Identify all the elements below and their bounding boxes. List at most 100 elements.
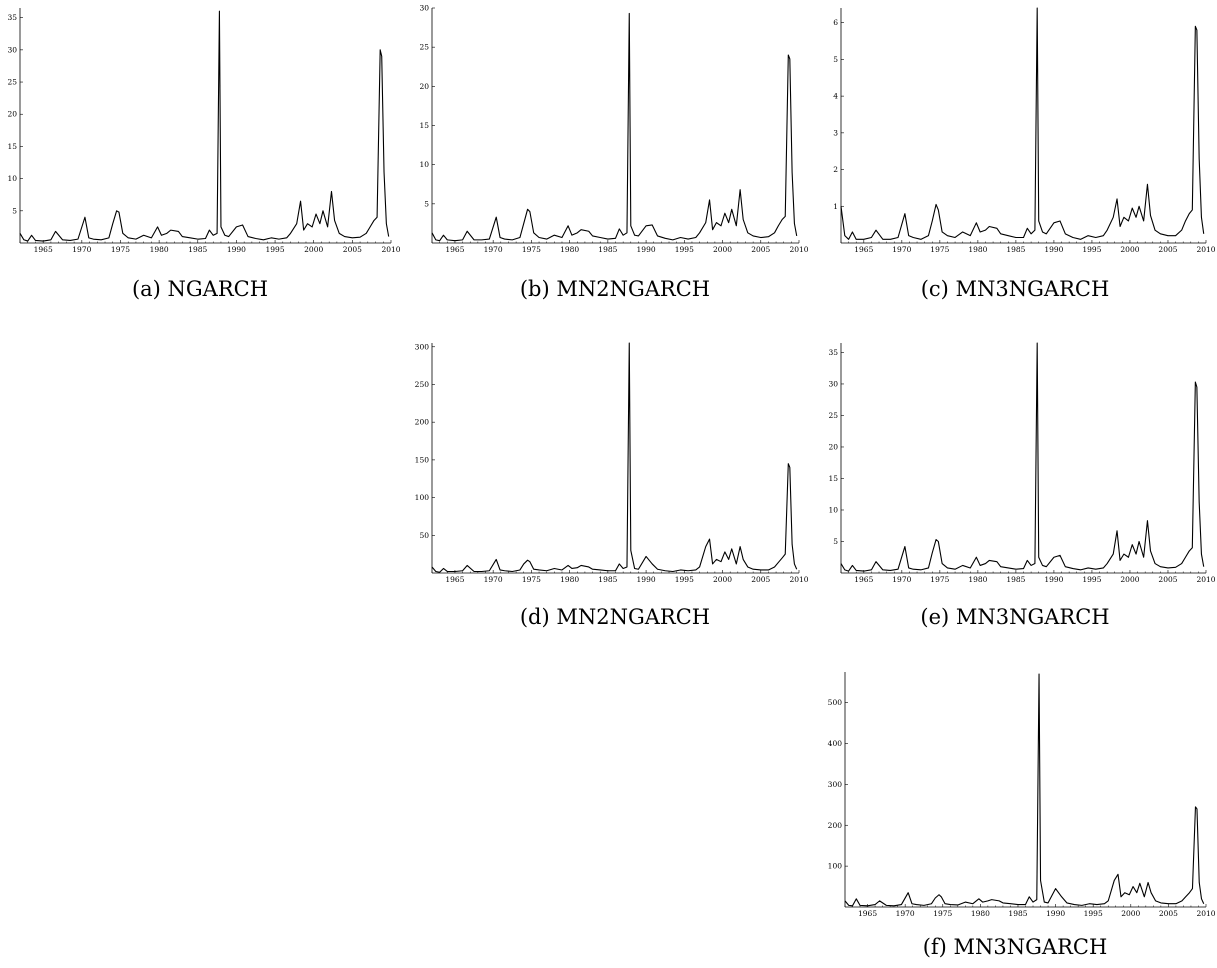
x-tick-label: 1995 [1082,245,1101,254]
x-tick-label: 1965 [854,575,873,584]
y-tick-label: 20 [7,110,17,119]
chart-f: 1965 1970 1975 1980 1985 1990 1995 2000 2005 2010… [828,672,1216,918]
x-tick-label: 1965 [854,245,873,254]
x-tick-label: 1985 [1008,909,1027,918]
x-tick-label: 1995 [1082,575,1101,584]
chart-b: 1965 1970 1975 1980 1985 1990 1995 2000 2005 2010… [419,4,808,255]
panel-b: 1965 1970 1975 1980 1985 1990 1995 2000 2005 2010… [410,0,820,302]
y-tick-label: 300 [828,780,843,789]
y-tick-label: 25 [828,411,838,420]
y-tick-label: 35 [828,348,838,357]
series-line [844,673,1205,907]
y-tick-label: 10 [419,160,429,169]
x-tick-label: 1995 [675,245,694,254]
y-tick-label: 100 [415,493,430,502]
x-tick-label: 1995 [675,575,694,584]
y-tick-label: 35 [7,13,17,22]
caption-f: (f) MN3NGARCH [922,935,1108,959]
x-tick-label: 2000 [304,245,323,254]
panel-c: 1965 1970 1975 1980 1985 1990 1995 2000 2005 2010… [820,0,1217,301]
y-tick-label: 30 [828,379,838,388]
y-tick-label: 5 [12,206,17,215]
y-tick-label: 10 [7,174,17,183]
x-tick-label: 1995 [1084,909,1103,918]
y-tick-label: 250 [415,380,430,389]
y-tick-label: 5 [424,199,429,208]
x-tick-label: 1965 [445,575,464,584]
x-tick-label: 1990 [1044,575,1063,584]
y-tick-label: 4 [833,92,838,101]
x-tick-label: 2005 [1158,245,1177,254]
x-tick-label: 2005 [1159,909,1178,918]
x-tick-label: 1975 [522,245,541,254]
x-tick-label: 1970 [896,909,915,918]
x-tick-label: 2010 [1196,245,1215,254]
series-line [840,342,1205,572]
y-tick-label: 1 [833,202,838,211]
x-tick-label: 1975 [930,575,949,584]
y-tick-label: 30 [419,4,429,13]
y-tick-label: 200 [828,821,843,830]
x-tick-label: 2005 [751,575,770,584]
series-line [431,12,798,242]
x-tick-label: 2010 [1196,909,1215,918]
y-tick-label: 100 [828,862,843,871]
y-tick-label: 25 [7,78,17,87]
x-tick-label: 2000 [713,245,732,254]
chart-e: 1965 1970 1975 1980 1985 1990 1995 2000 2005 2010… [828,342,1216,584]
x-tick-label: 1990 [637,245,656,254]
x-tick-label: 2010 [789,245,808,254]
y-tick-label: 15 [7,142,17,151]
panel-d: 1965 1970 1975 1980 1985 1990 1995 2000 2005 2010… [410,335,820,635]
x-tick-label: 2000 [1120,575,1139,584]
y-tick-label: 25 [419,43,429,52]
chart-c: 1965 1970 1975 1980 1985 1990 1995 2000 2005 2010… [833,7,1216,254]
y-tick-label: 2 [833,165,838,174]
x-tick-label: 1975 [111,245,130,254]
x-tick-label: 1970 [72,245,91,254]
x-tick-label: 1965 [445,245,464,254]
x-tick-label: 1975 [930,245,949,254]
x-tick-label: 1985 [1006,245,1025,254]
x-tick-label: 1980 [971,909,990,918]
y-tick-label: 50 [419,531,429,540]
y-tick-label: 400 [828,739,843,748]
y-tick-label: 5 [833,537,838,546]
x-tick-label: 2010 [1196,575,1215,584]
y-tick-label: 6 [833,18,838,27]
y-tick-label: 20 [828,442,838,451]
x-tick-label: 1970 [892,575,911,584]
x-tick-label: 2000 [713,575,732,584]
panel-f: 1965 1970 1975 1980 1985 1990 1995 2000 2005 2010… [820,664,1217,968]
x-tick-label: 1985 [598,245,617,254]
x-tick-label: 1965 [858,909,877,918]
x-tick-label: 2000 [1120,245,1139,254]
y-tick-label: 500 [828,698,843,707]
x-tick-label: 1970 [892,245,911,254]
caption-c: (c) MN3NGARCH [920,277,1110,301]
x-tick-label: 1990 [227,245,246,254]
x-tick-label: 1995 [266,245,285,254]
caption-d: (d) MN2NGARCH [519,605,711,629]
x-tick-label: 2000 [1121,909,1140,918]
x-tick-label: 1980 [560,575,579,584]
x-tick-label: 2010 [381,245,400,254]
x-tick-label: 1980 [560,245,579,254]
y-tick-label: 300 [415,342,430,351]
y-tick-label: 10 [828,505,838,514]
x-tick-label: 1975 [933,909,952,918]
x-tick-label: 1990 [637,575,656,584]
panel-a: 1965 1970 1975 1980 1985 1990 1995 2000 2005 2010… [0,0,410,301]
x-tick-label: 2005 [1158,575,1177,584]
x-tick-label: 1985 [1006,575,1025,584]
x-tick-label: 1980 [968,245,987,254]
x-tick-label: 1970 [484,575,503,584]
x-tick-label: 2010 [789,575,808,584]
chart-d: 1965 1970 1975 1980 1985 1990 1995 2000 2005 2010… [415,342,809,584]
y-tick-label: 15 [828,474,838,483]
chart-a: 1965 1970 1975 1980 1985 1990 1995 2000 2005 2010… [7,8,401,254]
caption-b: (b) MN2NGARCH [519,277,711,301]
x-tick-label: 1965 [34,245,53,254]
y-tick-label: 5 [833,55,838,64]
x-tick-label: 1980 [150,245,169,254]
